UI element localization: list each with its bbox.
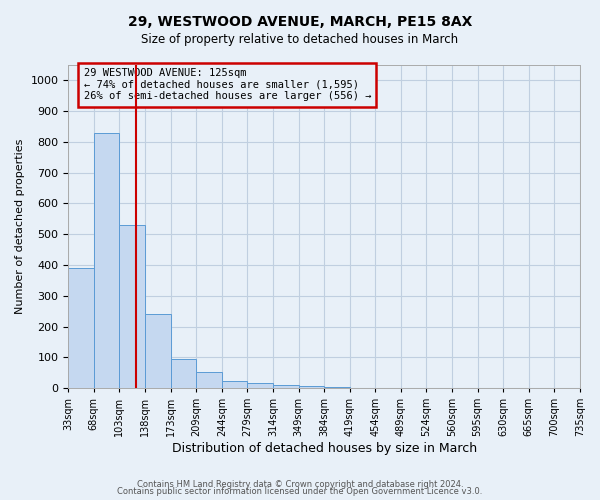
Bar xyxy=(119,225,145,388)
Bar xyxy=(247,384,273,388)
Bar xyxy=(273,385,299,388)
X-axis label: Distribution of detached houses by size in March: Distribution of detached houses by size … xyxy=(172,442,477,455)
Bar xyxy=(145,314,170,388)
Bar xyxy=(68,268,94,388)
Bar xyxy=(196,372,222,388)
Bar xyxy=(170,359,196,388)
Y-axis label: Number of detached properties: Number of detached properties xyxy=(15,139,25,314)
Text: 29, WESTWOOD AVENUE, MARCH, PE15 8AX: 29, WESTWOOD AVENUE, MARCH, PE15 8AX xyxy=(128,15,472,29)
Bar xyxy=(94,132,119,388)
Bar xyxy=(324,387,350,388)
Text: Size of property relative to detached houses in March: Size of property relative to detached ho… xyxy=(142,32,458,46)
Bar xyxy=(299,386,324,388)
Text: Contains public sector information licensed under the Open Government Licence v3: Contains public sector information licen… xyxy=(118,488,482,496)
Text: 29 WESTWOOD AVENUE: 125sqm
← 74% of detached houses are smaller (1,595)
26% of s: 29 WESTWOOD AVENUE: 125sqm ← 74% of deta… xyxy=(83,68,371,102)
Text: Contains HM Land Registry data © Crown copyright and database right 2024.: Contains HM Land Registry data © Crown c… xyxy=(137,480,463,489)
Bar xyxy=(222,382,247,388)
